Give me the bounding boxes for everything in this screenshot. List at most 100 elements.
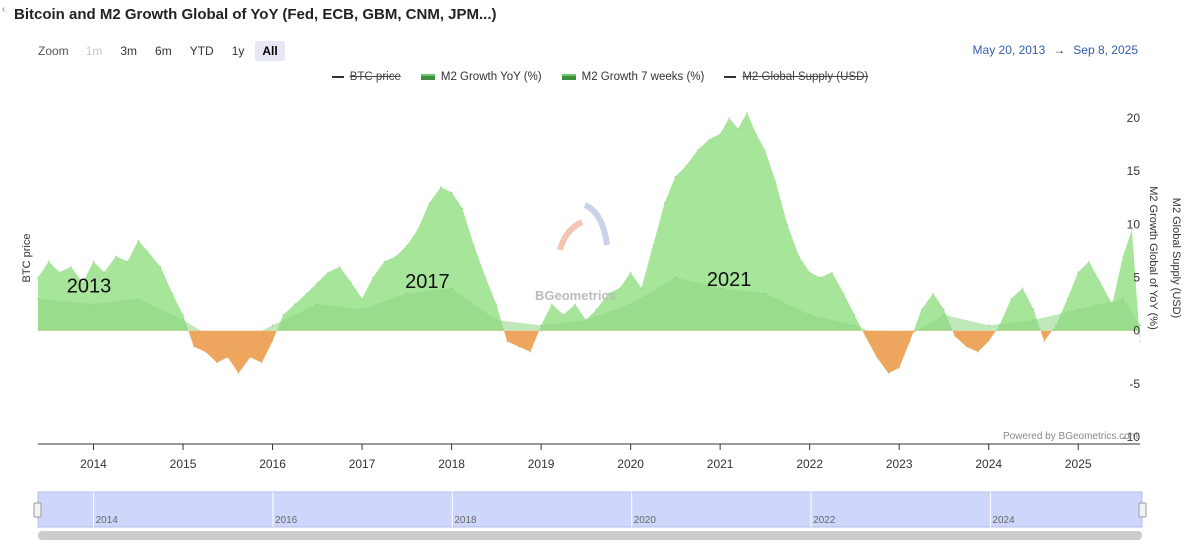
- y-tick-label: -5: [1129, 377, 1140, 391]
- m2-yoy-point: [383, 260, 385, 263]
- m2-yoy-point: [58, 271, 61, 273]
- m2-yoy-point: [327, 271, 329, 273]
- m2-yoy-point: [171, 292, 173, 294]
- m2-yoy-point: [798, 255, 800, 257]
- m2-7weeks-point: [943, 314, 945, 316]
- m2-7weeks-point: [271, 324, 274, 326]
- line-swatch-icon: [724, 76, 737, 78]
- m2-yoy-point: [596, 308, 598, 310]
- m2-yoy-point: [1066, 298, 1069, 300]
- y-tick-label: 10: [1127, 217, 1141, 231]
- m2-yoy-point: [674, 175, 677, 178]
- range-to-input[interactable]: Sep 8, 2025: [1073, 43, 1138, 57]
- m2-7weeks-point: [764, 292, 766, 294]
- x-tick-label: 2020: [617, 457, 644, 471]
- m2-yoy-point: [461, 207, 463, 209]
- m2-7weeks-point: [1139, 324, 1141, 326]
- legend-item-m2-7weeks[interactable]: M2 Growth 7 weeks (%): [561, 71, 704, 83]
- zoom-1m-button[interactable]: 1m: [85, 44, 103, 58]
- m2-yoy-point: [843, 292, 845, 294]
- m2-7weeks-point: [988, 324, 990, 326]
- m2-yoy-point: [473, 245, 475, 247]
- navigator[interactable]: 2014 2016 2018 2020 2022 2024: [33, 491, 1147, 540]
- m2-7weeks-positive-area: [38, 277, 1140, 331]
- m2-yoy-point: [506, 340, 508, 342]
- m2-yoy-point: [70, 266, 72, 268]
- x-tick-label: 2015: [170, 457, 197, 471]
- m2-yoy-point: [1122, 255, 1124, 257]
- m2-yoy-point: [282, 314, 284, 316]
- m2-yoy-point: [237, 372, 240, 374]
- y-tick-label: 15: [1127, 164, 1141, 178]
- zoom-all-button[interactable]: All: [255, 41, 285, 61]
- m2-7weeks-point: [451, 287, 453, 289]
- m2-yoy-point: [630, 271, 632, 273]
- m2-yoy-point: [977, 351, 979, 353]
- m2-yoy-point: [440, 186, 442, 188]
- navigator-label: 2018: [454, 515, 477, 526]
- m2-yoy-point: [764, 149, 766, 151]
- navigator-left-handle[interactable]: [33, 502, 42, 518]
- m2-yoy-point: [719, 133, 721, 135]
- m2-yoy-point: [551, 303, 553, 305]
- m2-yoy-point: [562, 314, 565, 316]
- navigator-scrollbar[interactable]: [38, 531, 1142, 540]
- m2-7weeks-point: [137, 298, 139, 300]
- watermark-text: BGeometrics: [535, 288, 616, 303]
- back-chevron-icon[interactable]: ‹: [2, 4, 6, 15]
- m2-yoy-point: [529, 351, 532, 353]
- m2-yoy-point: [887, 372, 890, 374]
- m2-7weeks-point: [316, 303, 318, 305]
- range-from-input[interactable]: May 20, 2013: [972, 43, 1046, 57]
- m2-7weeks-point: [630, 303, 632, 305]
- m2-yoy-point: [876, 356, 878, 358]
- m2-yoy-point: [1100, 282, 1102, 284]
- legend-item-btc-price[interactable]: BTC price: [331, 71, 401, 83]
- navigator-right-handle[interactable]: [1138, 502, 1147, 518]
- zoom-1y-button[interactable]: 1y: [231, 44, 245, 58]
- m2-yoy-point: [746, 112, 748, 114]
- legend-item-m2-yoy[interactable]: M2 Growth YoY (%): [420, 71, 542, 83]
- m2-yoy-point: [1077, 271, 1079, 273]
- navigator-label: 2020: [634, 515, 657, 526]
- m2-7weeks-point: [853, 324, 856, 326]
- navigator-label: 2014: [96, 515, 119, 526]
- range-arrow-icon: →: [1053, 43, 1066, 57]
- zoom-ytd-button[interactable]: YTD: [189, 44, 214, 58]
- legend-label: M2 Global Supply (USD): [742, 71, 869, 83]
- legend: BTC price M2 Growth YoY (%) M2 Growth 7 …: [0, 71, 1200, 83]
- m2-yoy-point: [249, 356, 251, 358]
- m2-yoy-point: [786, 223, 788, 225]
- m2-yoy-point: [831, 271, 833, 273]
- x-tick-label: 2023: [886, 457, 913, 471]
- m2-7weeks-point: [1077, 308, 1079, 310]
- m2-yoy-point: [652, 245, 654, 247]
- m2-yoy-point: [216, 362, 218, 364]
- m2-yoy-point: [1088, 260, 1090, 263]
- zoom-3m-button[interactable]: 3m: [120, 44, 138, 58]
- zoom-6m-button[interactable]: 6m: [155, 44, 172, 58]
- m2-yoy-point: [193, 346, 195, 348]
- m2-yoy-point: [160, 266, 162, 268]
- credit-text: Powered by BGeometrics.com: [1003, 431, 1138, 442]
- m2-yoy-point: [819, 276, 822, 279]
- y-tick-label: 5: [1133, 271, 1140, 285]
- m2-yoy-point: [406, 245, 408, 247]
- y-tick-label: -10: [1123, 430, 1141, 444]
- m2-yoy-point: [451, 191, 453, 193]
- m2-yoy-point: [1043, 340, 1045, 342]
- m2-yoy-point: [853, 314, 856, 316]
- m2-yoy-point: [37, 276, 39, 279]
- plot-area[interactable]: BGeometrics 2013 2017 2021: [37, 112, 1141, 374]
- zoom-label: Zoom: [38, 44, 69, 58]
- legend-item-m2-supply[interactable]: M2 Global Supply (USD): [724, 71, 868, 83]
- date-range: May 20, 2013 → Sep 8, 2025: [973, 43, 1138, 57]
- x-tick-label: 2018: [438, 457, 465, 471]
- m2-yoy-point: [998, 324, 1001, 326]
- m2-yoy-point: [708, 138, 711, 140]
- navigator-label: 2024: [992, 515, 1015, 526]
- m2-7weeks-point: [182, 319, 184, 321]
- m2-7weeks-point: [585, 319, 587, 321]
- x-tick-label: 2019: [528, 457, 555, 471]
- m2-yoy-point: [395, 255, 397, 257]
